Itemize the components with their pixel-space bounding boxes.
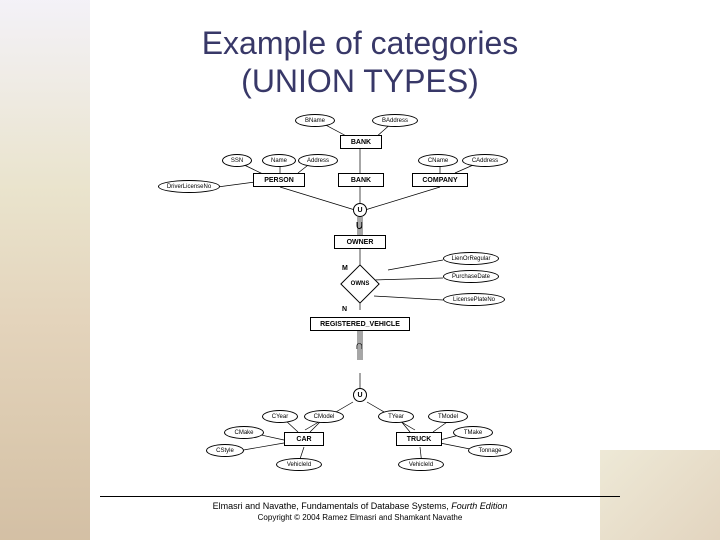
attr-baddress: BAddress: [372, 114, 418, 127]
credit-edition: Fourth Edition: [451, 501, 507, 511]
attr-caddress: CAddress: [462, 154, 508, 167]
entity-owner: OWNER: [334, 235, 386, 249]
attr-vehicleid1: VehicleId: [276, 458, 322, 471]
subset-symbol-1: ∪: [355, 218, 364, 232]
union-circle-2: U: [353, 388, 367, 402]
attr-cmodel: CModel: [304, 410, 344, 423]
attr-cname: CName: [418, 154, 458, 167]
footer-divider: [100, 496, 620, 497]
footer: Elmasri and Navathe, Fundamentals of Dat…: [0, 496, 720, 522]
attr-cyear: CYear: [262, 410, 298, 423]
eer-diagram: BName BAddress BANK SSN Name Address Dri…: [150, 110, 570, 480]
attr-licenseplate: LicensePlateNo: [443, 293, 505, 306]
copyright-line: Copyright © 2004 Ramez Elmasri and Shamk…: [0, 513, 720, 522]
entity-car: CAR: [284, 432, 324, 446]
entity-truck: TRUCK: [396, 432, 442, 446]
attr-driverlicense: DriverLicenseNo: [158, 180, 220, 193]
attr-tyear: TYear: [378, 410, 414, 423]
relation-owns: OWNS: [346, 270, 374, 298]
attr-tonnage: Tonnage: [468, 444, 512, 457]
entity-bank: BANK: [340, 135, 382, 149]
cardinality-n: N: [342, 306, 347, 313]
attr-bname: BName: [295, 114, 335, 127]
attr-tmodel: TModel: [428, 410, 468, 423]
credit-line: Elmasri and Navathe, Fundamentals of Dat…: [0, 501, 720, 511]
attr-ssn: SSN: [222, 154, 252, 167]
credit-text: Elmasri and Navathe, Fundamentals of Dat…: [213, 501, 452, 511]
background-right-gradient: [600, 450, 720, 540]
attr-address: Address: [298, 154, 338, 167]
attr-vehicleid2: VehicleId: [398, 458, 444, 471]
attr-purchasedate: PurchaseDate: [443, 270, 499, 283]
attr-name: Name: [262, 154, 296, 167]
title-line2: (UNION TYPES): [241, 63, 479, 99]
entity-registered-vehicle: REGISTERED_VEHICLE: [310, 317, 410, 331]
background-left-gradient: [0, 0, 90, 540]
attr-tmake: TMake: [453, 426, 493, 439]
title-line1: Example of categories: [202, 25, 519, 61]
attr-cstyle: CStyle: [206, 444, 244, 457]
union-circle-1: U: [353, 203, 367, 217]
attr-cmake: CMake: [224, 426, 264, 439]
page-title: Example of categories (UNION TYPES): [202, 24, 519, 101]
subset-symbol-2: ∩: [355, 338, 364, 352]
entity-bank2: BANK: [338, 173, 384, 187]
entity-person: PERSON: [253, 173, 305, 187]
attr-lienreg: LienOrRegular: [443, 252, 499, 265]
entity-company: COMPANY: [412, 173, 468, 187]
